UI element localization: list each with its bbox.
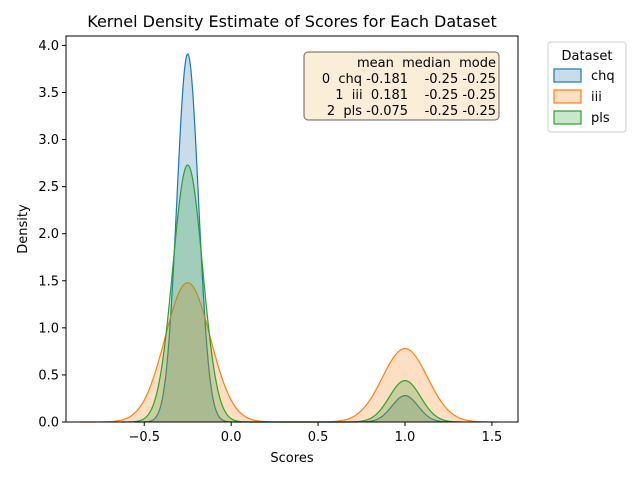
- x-tick-label: 1.5: [482, 430, 503, 445]
- x-axis-label: Scores: [270, 451, 313, 466]
- y-axis-label: Density: [16, 204, 31, 254]
- stats-header: mean median mode: [340, 56, 496, 71]
- x-tick-label: −0.5: [128, 430, 160, 445]
- y-ticks: 0.0 0.5 1.0 1.5 2.0 2.5 3.0 3.5 4.0: [38, 39, 66, 431]
- stats-box-background: [303, 51, 500, 121]
- legend-swatch-iii: [553, 89, 582, 104]
- y-tick-label: 3.5: [38, 86, 59, 101]
- y-tick-label: 2.5: [38, 180, 59, 195]
- x-tick-label: 0.5: [308, 430, 329, 445]
- y-tick-label: 1.0: [38, 321, 59, 336]
- legend-label-iii: iii: [591, 90, 602, 105]
- chart-title: Kernel Density Estimate of Scores for Ea…: [87, 12, 496, 31]
- axes: [65, 35, 519, 423]
- y-tick-label: 0.0: [38, 416, 59, 431]
- density-area-chq: [135, 54, 449, 422]
- y-tick-label: 3.0: [38, 133, 59, 148]
- legend-swatch-pls: [553, 110, 582, 125]
- stats-row: 1 iii 0.181 -0.25 -0.25: [327, 88, 496, 103]
- density-area-iii: [79, 282, 498, 422]
- legend: Dataset chq iii pls: [547, 41, 627, 133]
- stats-box: mean median mode 0 chq -0.181 -0.25 -0.2…: [303, 51, 500, 121]
- stats-row: 0 chq -0.181 -0.25 -0.25: [322, 72, 496, 87]
- density-area-pls: [121, 165, 463, 422]
- legend-label-chq: chq: [591, 69, 615, 84]
- legend-entries: chq iii pls: [553, 68, 615, 126]
- plot-frame: [65, 35, 519, 423]
- y-tick-label: 2.0: [38, 227, 59, 242]
- stats-row: 2 pls -0.075 -0.25 -0.25: [319, 104, 496, 119]
- y-tick-label: 1.5: [38, 274, 59, 289]
- y-tick-label: 4.0: [38, 39, 59, 54]
- legend-swatch-chq: [553, 68, 582, 83]
- x-ticks: −0.5 0.0 0.5 1.0 1.5: [128, 422, 502, 445]
- legend-frame: [547, 41, 627, 133]
- legend-label-pls: pls: [591, 111, 610, 126]
- x-tick-label: 0.0: [221, 430, 242, 445]
- y-tick-label: 0.5: [38, 368, 59, 383]
- x-tick-label: 1.0: [395, 430, 416, 445]
- legend-title: Dataset: [562, 49, 613, 64]
